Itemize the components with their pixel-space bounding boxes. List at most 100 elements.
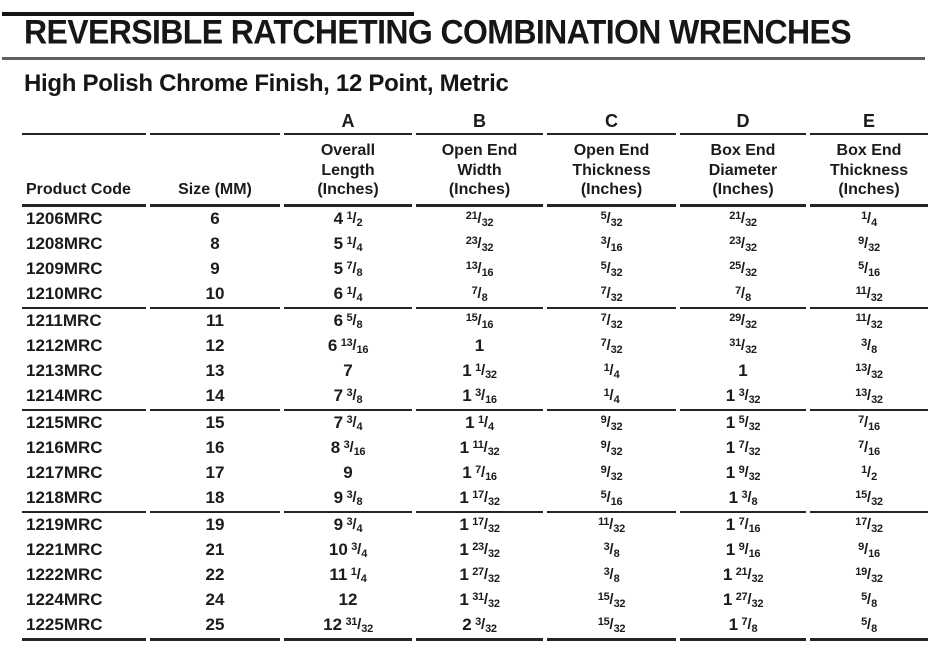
fraction-numerator: 5 xyxy=(600,489,607,502)
fraction-numerator: 3 xyxy=(346,516,353,529)
fraction-slash: / xyxy=(866,591,872,609)
measurement-cell-d: 21/32 xyxy=(680,207,806,232)
product-code-cell: 1225MRC xyxy=(22,613,146,641)
column-header: Size (MM) xyxy=(150,135,280,207)
table-row: 1219MRC 19 9 3/4 1 17/32 11/32 1 7/16 17/32 xyxy=(22,513,928,538)
column-letter-empty xyxy=(22,110,146,135)
fraction-slash: / xyxy=(606,414,611,432)
fraction-numerator: 3 xyxy=(475,387,481,400)
measurement-cell-e: 13/32 xyxy=(810,384,928,411)
fraction-numerator: 7 xyxy=(738,439,745,452)
measurement-cell-a: 5 7/8 xyxy=(333,259,363,280)
fraction-slash: / xyxy=(864,439,869,457)
fraction-numerator: 5 xyxy=(861,591,867,604)
product-code-cell: 1219MRC xyxy=(26,515,103,535)
fraction-numerator: 23 xyxy=(465,235,478,248)
fraction-denominator: 4 xyxy=(356,242,363,255)
fraction-slash: / xyxy=(747,566,752,584)
measurement-cell-a: 11 1/4 xyxy=(329,565,367,586)
title-divider xyxy=(2,57,925,60)
fraction-denominator: 16 xyxy=(748,523,761,536)
measurement-cell-d: 1 3/32 xyxy=(680,384,806,411)
fraction-denominator: 8 xyxy=(751,623,758,636)
fraction-slash: / xyxy=(744,414,749,432)
product-code-cell: 1206MRC xyxy=(26,209,103,229)
measurement-cell-c: 7/32 xyxy=(547,334,676,359)
fraction-slash: / xyxy=(609,541,614,559)
product-code-cell: 1217MRC xyxy=(26,463,103,483)
fraction-denominator: 32 xyxy=(487,446,500,459)
fraction-numerator: 1 xyxy=(603,362,610,375)
fraction-denominator: 32 xyxy=(871,394,883,407)
fraction-numerator: 1 xyxy=(861,210,867,223)
fraction-denominator: 4 xyxy=(360,573,367,586)
fraction-numerator: 1 xyxy=(478,414,484,427)
measurement-cell-a: 5 1/4 xyxy=(333,234,363,255)
fraction-numerator: 9 xyxy=(858,235,864,248)
fraction-slash: / xyxy=(609,591,614,609)
fraction-numerator: 13 xyxy=(340,337,353,350)
fraction-numerator: 11 xyxy=(855,312,867,325)
fraction-denominator: 16 xyxy=(481,267,494,280)
table-row: 1206MRC 6 4 1/2 21/32 5/32 21/32 1/4 xyxy=(22,207,928,232)
measurement-cell-b: 1 11/32 xyxy=(459,438,500,459)
fraction-slash: / xyxy=(866,337,872,355)
measurement-cell-a: 6 1/4 xyxy=(284,282,412,309)
measurement-cell-d: 25/32 xyxy=(680,257,806,282)
fraction-slash: / xyxy=(606,337,611,355)
fraction-denominator: 32 xyxy=(751,573,764,586)
measurement-cell-e: 9/32 xyxy=(810,232,928,257)
fraction-slash: / xyxy=(483,489,489,507)
fraction-numerator: 31 xyxy=(345,616,358,629)
fraction-numerator: 7 xyxy=(600,312,607,325)
fraction-numerator: 15 xyxy=(855,489,867,502)
fraction-numerator: 7 xyxy=(735,285,741,298)
fraction-numerator: 9 xyxy=(738,464,745,477)
fraction-slash: / xyxy=(866,362,872,380)
size-mm-cell: 6 xyxy=(210,209,220,229)
fraction-denominator: 32 xyxy=(488,496,500,509)
fraction-slash: / xyxy=(740,312,746,330)
fraction-denominator: 32 xyxy=(871,496,883,509)
size-mm-cell: 8 xyxy=(210,234,220,254)
fraction-slash: / xyxy=(352,312,357,330)
fraction-slash: / xyxy=(606,210,611,228)
fraction-slash: / xyxy=(744,464,749,482)
fraction-slash: / xyxy=(866,616,872,634)
measurement-cell-b: 1 1/4 xyxy=(465,413,494,434)
fraction-denominator: 8 xyxy=(613,548,620,561)
measurement-cell-e: 15/32 xyxy=(810,486,928,513)
size-mm-cell: 10 xyxy=(150,282,280,309)
measurement-cell-b: 23/32 xyxy=(416,232,543,257)
fraction-slash: / xyxy=(477,210,482,228)
product-code-cell: 1210MRC xyxy=(22,282,146,309)
fraction-denominator: 32 xyxy=(751,598,764,611)
fraction-slash: / xyxy=(357,541,362,559)
fraction-slash: / xyxy=(606,235,611,253)
fraction-denominator: 32 xyxy=(610,217,623,230)
fraction-numerator: 3 xyxy=(346,489,353,502)
fraction-numerator: 23 xyxy=(729,235,741,248)
fraction-denominator: 8 xyxy=(356,394,363,407)
fraction-numerator: 13 xyxy=(855,387,867,400)
fraction-denominator: 16 xyxy=(356,344,369,357)
table-row: 1210MRC 10 6 1/4 7/8 7/32 7/8 11/32 xyxy=(22,282,928,309)
fraction-slash: / xyxy=(747,591,752,609)
measurement-cell-d: 1 9/32 xyxy=(725,463,761,484)
column-letter-empty xyxy=(150,110,280,135)
measurement-cell-e: 11/32 xyxy=(810,282,928,309)
measurement-cell-b: 7/8 xyxy=(416,282,543,309)
fraction-numerator: 7 xyxy=(858,414,864,427)
measurement-cell-a: 12 xyxy=(338,590,358,610)
fraction-numerator: 17 xyxy=(472,489,484,502)
measurement-cell-b: 1 23/32 xyxy=(459,540,500,561)
measurement-cell-a: 12 31/32 xyxy=(284,613,412,641)
product-code-cell: 1221MRC xyxy=(26,540,103,560)
fraction-denominator: 32 xyxy=(870,319,883,332)
fraction-numerator: 19 xyxy=(855,566,867,579)
measurement-cell-a: 8 3/16 xyxy=(330,438,366,459)
fraction-slash: / xyxy=(352,516,357,534)
measurement-cell-d: 23/32 xyxy=(680,232,806,257)
measurement-cell-a: 9 3/4 xyxy=(333,515,363,536)
